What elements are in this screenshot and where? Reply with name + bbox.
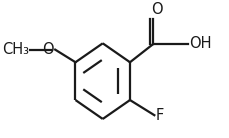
Text: O: O <box>150 2 162 18</box>
Text: F: F <box>155 108 164 123</box>
Text: OH: OH <box>188 36 210 51</box>
Text: O: O <box>42 42 54 57</box>
Text: CH₃: CH₃ <box>2 42 29 57</box>
